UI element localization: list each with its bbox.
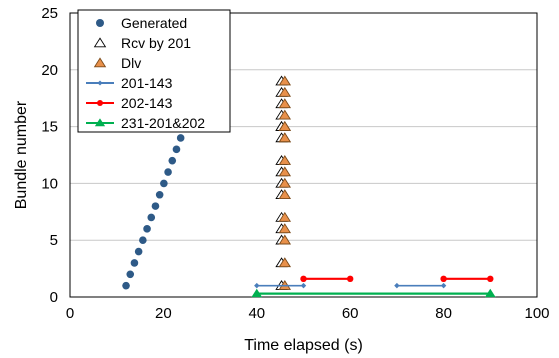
data-point <box>278 98 292 109</box>
data-point <box>278 177 292 188</box>
data-point <box>278 223 292 234</box>
data-point <box>440 275 447 283</box>
y-axis-label: Bundle number <box>13 100 30 209</box>
legend-entry: 231-201&202 <box>86 115 205 131</box>
data-point <box>484 288 496 298</box>
data-point <box>278 132 292 143</box>
data-point <box>254 282 260 289</box>
data-point <box>300 275 307 283</box>
data-point <box>94 118 106 127</box>
data-point <box>278 189 292 200</box>
data-point <box>440 282 447 289</box>
x-tick-label: 60 <box>342 305 359 322</box>
data-point <box>278 211 292 222</box>
x-tick-label: 100 <box>524 305 549 322</box>
y-tick-label: 10 <box>41 175 58 192</box>
data-point <box>278 109 292 120</box>
x-tick-label: 0 <box>66 305 74 322</box>
legend-entry: 202-143 <box>86 95 173 111</box>
data-point <box>143 225 151 233</box>
y-tick-label: 0 <box>50 289 58 306</box>
data-point <box>300 282 307 289</box>
data-point <box>278 234 292 245</box>
x-axis-label: Time elapsed (s) <box>244 337 363 354</box>
data-point <box>96 19 104 27</box>
legend-label: 201-143 <box>121 75 173 91</box>
data-point <box>93 57 107 68</box>
legend: Generated Rcv by 201 Dlv 201-143 202-143 231-… <box>77 9 231 133</box>
data-point <box>160 179 168 188</box>
legend-entry: Dlv <box>93 55 141 71</box>
y-tick-label: 25 <box>41 5 58 22</box>
data-point <box>278 166 292 177</box>
series-marks <box>122 66 496 298</box>
y-tick-label: 5 <box>50 232 58 249</box>
data-point <box>487 275 494 283</box>
legend-label: 202-143 <box>121 95 173 111</box>
legend-entry: 201-143 <box>86 75 173 91</box>
data-point <box>93 37 107 48</box>
data-point <box>147 213 156 222</box>
data-point <box>130 259 139 267</box>
y-tick-label: 15 <box>41 119 58 136</box>
series-dlv <box>278 75 292 290</box>
data-point <box>97 80 103 86</box>
series-201-143 <box>254 282 447 289</box>
data-point <box>155 190 164 199</box>
data-point <box>164 168 172 176</box>
series-202-143 <box>300 275 494 283</box>
data-point <box>394 282 400 289</box>
data-point <box>139 236 147 244</box>
plot-frame <box>69 12 538 298</box>
data-point <box>278 155 292 165</box>
x-tick-label: 40 <box>248 305 265 322</box>
data-point <box>278 86 292 97</box>
data-point <box>122 281 130 290</box>
data-point <box>97 100 103 106</box>
data-point <box>168 156 177 165</box>
data-point <box>278 257 292 268</box>
x-tick-label: 20 <box>155 305 172 322</box>
tick-labels: 0 5 10 15 20 25 0 20 40 60 80 100 <box>41 5 549 322</box>
legend-label: Dlv <box>121 55 141 71</box>
data-point <box>151 202 160 210</box>
legend-entries: Generated Rcv by 201 Dlv 201-143 202-143 231-… <box>86 15 205 131</box>
data-point <box>172 145 181 154</box>
legend-entry: Rcv by 201 <box>93 35 191 51</box>
legend-label: Rcv by 201 <box>121 35 191 51</box>
x-tick-label: 80 <box>435 305 452 322</box>
legend-label: Generated <box>121 15 187 31</box>
y-tick-label: 20 <box>41 62 58 79</box>
data-point <box>251 288 263 298</box>
data-point <box>347 275 354 283</box>
data-point <box>278 75 292 86</box>
legend-box <box>77 9 231 133</box>
data-point <box>126 270 135 279</box>
series-231-201-202 <box>251 288 496 298</box>
data-point <box>134 247 143 256</box>
data-point <box>278 120 292 131</box>
legend-label: 231-201&202 <box>121 115 205 131</box>
legend-entry: Generated <box>96 15 187 31</box>
data-point <box>176 134 185 142</box>
